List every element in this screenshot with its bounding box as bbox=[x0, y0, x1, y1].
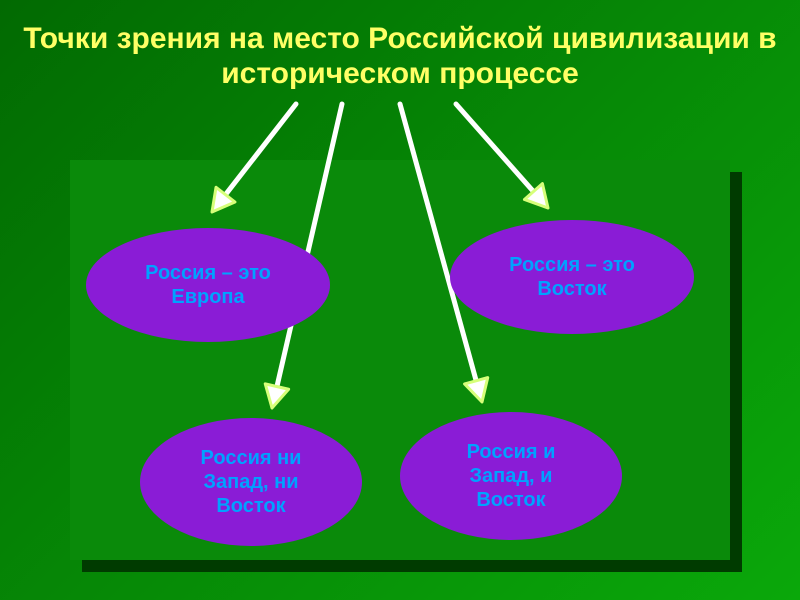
node-label-europe: Россия – это Европа bbox=[145, 261, 271, 309]
node-label-both: Россия и Запад, и Восток bbox=[467, 440, 556, 512]
node-neither: Россия ни Запад, ни Восток bbox=[140, 418, 362, 546]
node-label-east: Россия – это Восток bbox=[509, 253, 635, 301]
node-east: Россия – это Восток bbox=[450, 220, 694, 334]
slide-root: Точки зрения на место Российской цивилиз… bbox=[0, 0, 800, 600]
slide-title: Точки зрения на место Российской цивилиз… bbox=[0, 22, 800, 91]
node-europe: Россия – это Европа bbox=[86, 228, 330, 342]
node-both: Россия и Запад, и Восток bbox=[400, 412, 622, 540]
node-label-neither: Россия ни Запад, ни Восток bbox=[201, 446, 302, 518]
